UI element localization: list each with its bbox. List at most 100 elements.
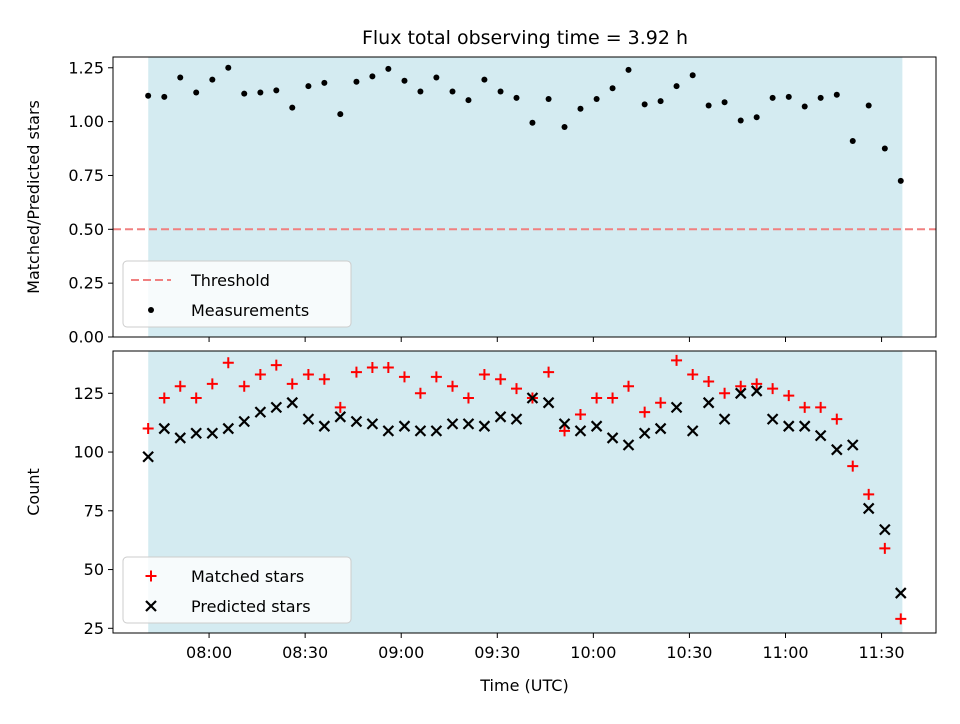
matched-star-point — [270, 359, 282, 371]
axes-frame — [112, 350, 937, 634]
predicted-star-point — [366, 418, 379, 430]
matched-star-point — [510, 383, 522, 395]
matched-star-point — [302, 369, 314, 380]
y-tick-label: 0.75 — [68, 166, 104, 185]
predicted-star-point — [174, 432, 187, 444]
measurement-point — [881, 145, 888, 152]
predicted-star-point — [414, 425, 427, 437]
measurement-point — [257, 89, 264, 96]
y-tick-label: 75 — [84, 501, 104, 520]
predicted-star-point — [638, 427, 651, 440]
measurement-point — [657, 98, 664, 105]
predicted-star-point — [574, 425, 587, 437]
predicted-star-point — [334, 411, 347, 423]
matched-star-point — [190, 392, 202, 404]
matched-star-point — [623, 380, 635, 392]
matched-star-point — [687, 369, 699, 380]
predicted-star-point — [462, 418, 475, 430]
predicted-star-point — [302, 413, 315, 425]
y-tick-label: 100 — [73, 443, 104, 462]
predicted-star-point — [238, 415, 251, 428]
predicted-star-point — [142, 450, 154, 463]
predicted-star-point — [831, 443, 843, 456]
measurement-point — [401, 77, 408, 84]
measurement-point — [273, 87, 280, 94]
predicted-star-point — [398, 420, 411, 432]
measurement-point — [161, 93, 168, 100]
predicted-star-point — [526, 392, 539, 404]
measurement-point — [561, 124, 568, 130]
predicted-star-point — [510, 413, 523, 425]
predicted-star-point — [558, 418, 571, 430]
matched-star-point — [735, 380, 747, 392]
x-tick-label: 08:00 — [186, 643, 232, 662]
matched-star-point — [719, 387, 731, 399]
matched-star-point — [366, 361, 378, 373]
legend-label: Measurements — [191, 301, 309, 320]
predicted-star-point — [846, 439, 859, 451]
x-tick-label: 09:00 — [378, 643, 424, 662]
matched-star-point — [447, 380, 459, 392]
predicted-star-point — [766, 413, 779, 425]
measurement-point — [417, 88, 424, 95]
predicted-star-point — [702, 396, 715, 409]
x-tick-label: 11:30 — [859, 643, 905, 662]
predicted-star-point — [670, 401, 683, 414]
axes-frame — [112, 56, 937, 338]
measurement-point — [241, 90, 248, 97]
matched-star-point — [286, 378, 298, 390]
matched-star-point — [318, 373, 330, 385]
measurement-point — [289, 104, 296, 111]
matched-star-point — [559, 425, 571, 437]
measurement-point — [673, 83, 680, 90]
predicted-star-point — [318, 420, 331, 432]
predicted-star-point — [270, 401, 283, 414]
y-tick-label: 50 — [84, 560, 104, 579]
matched-star-point — [815, 401, 827, 413]
measurement-point — [369, 73, 376, 80]
measurement-point — [449, 88, 456, 95]
count-panel: 25 50 75 100 125 08:00 08:30 09:00 09:30 10:00 10:… — [24, 350, 937, 695]
measurement-point — [545, 96, 552, 102]
predicted-star-point — [222, 422, 235, 435]
measurement-point — [385, 65, 392, 72]
predicted-star-point — [190, 427, 202, 440]
matched-star-point — [430, 371, 442, 383]
matched-star-point — [334, 401, 346, 413]
measurement-point — [465, 97, 472, 104]
matched-star-point — [799, 401, 811, 413]
measurement-point — [689, 72, 696, 79]
measurement-point — [529, 119, 536, 126]
predicted-star-point — [862, 502, 875, 515]
x-tick-label: 11:00 — [762, 643, 808, 662]
x-tick-label: 10:30 — [666, 643, 712, 662]
measurement-point — [481, 76, 488, 83]
predicted-star-point — [382, 425, 395, 437]
predicted-star-point — [478, 420, 491, 432]
matched-star-point — [831, 413, 843, 425]
measurement-point — [609, 85, 616, 92]
legend-label: Threshold — [190, 271, 270, 290]
y-tick-label: 0.50 — [68, 220, 104, 239]
predicted-star-point — [158, 422, 171, 435]
measurement-point — [897, 177, 904, 184]
matched-star-point — [847, 460, 859, 472]
measurement-point — [833, 91, 840, 98]
chart-title: Flux total observing time = 3.92 h — [362, 27, 688, 49]
legend: Threshold Measurements — [122, 260, 352, 328]
y-axis-label: Matched/Predicted stars — [24, 100, 43, 294]
predicted-star-point — [206, 427, 219, 440]
matched-star-point — [495, 373, 507, 385]
y-tick-label: 25 — [84, 619, 104, 638]
predicted-star-point — [654, 422, 667, 435]
measurement-point — [177, 74, 184, 81]
legend-matched-swatch — [145, 570, 157, 582]
matched-star-point — [350, 366, 362, 378]
matched-star-point — [607, 392, 619, 404]
predicted-star-point — [494, 411, 507, 423]
measurement-point — [209, 76, 216, 83]
measurement-point — [737, 117, 744, 124]
measurement-point — [337, 111, 344, 118]
predicted-star-point — [895, 587, 907, 599]
